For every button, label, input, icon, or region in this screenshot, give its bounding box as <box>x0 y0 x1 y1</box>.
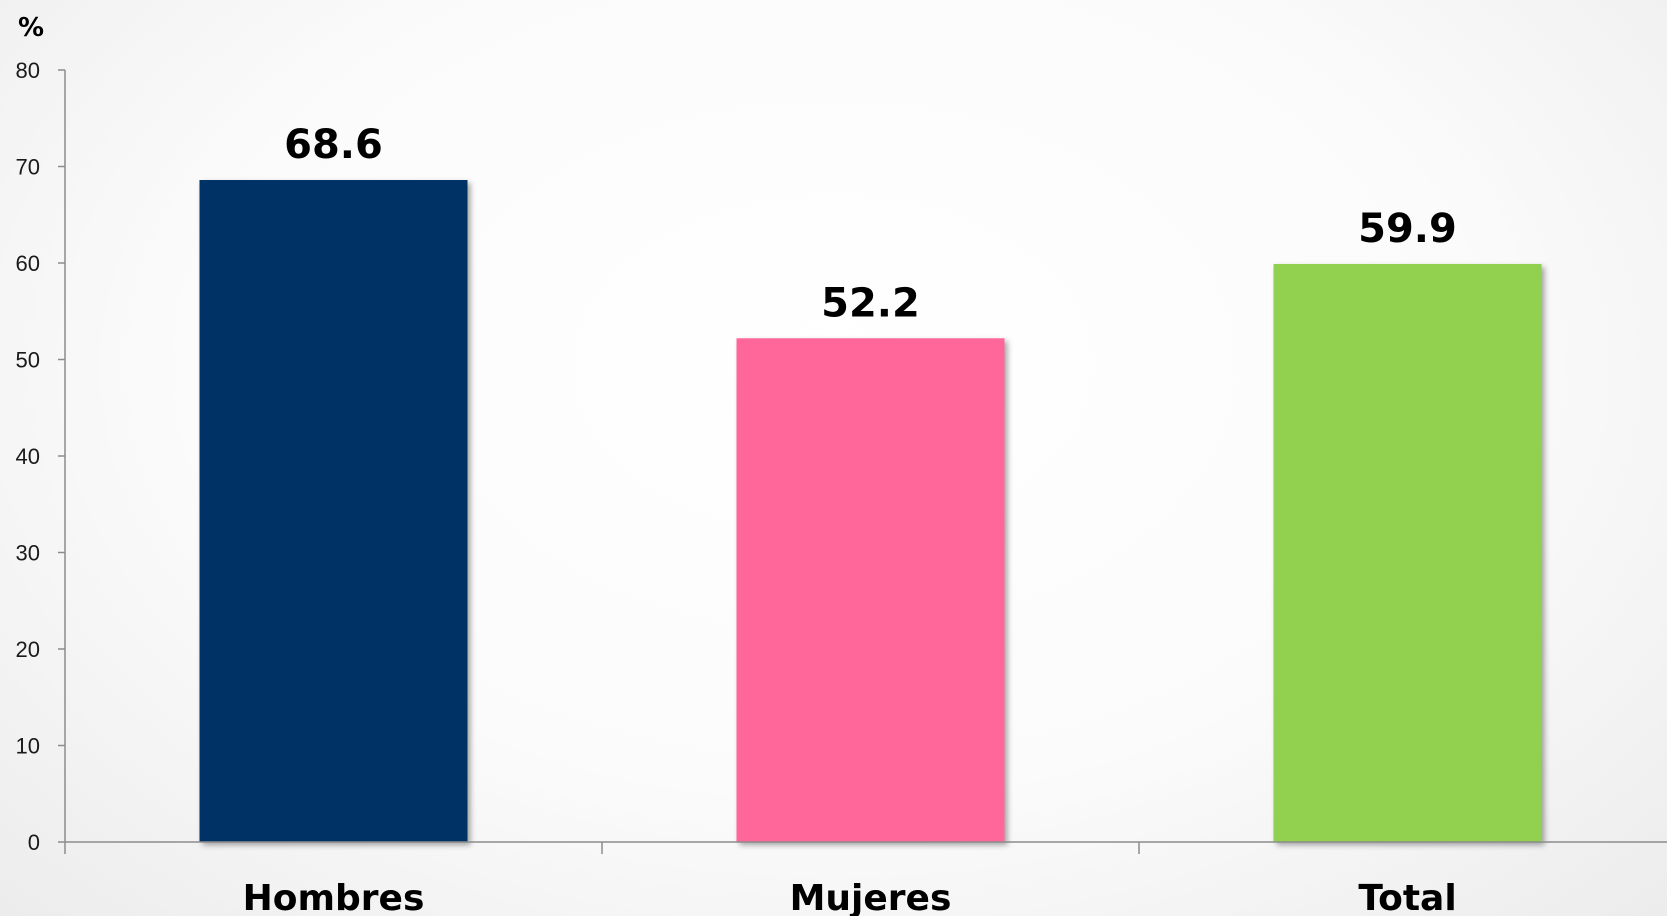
bar <box>736 338 1005 842</box>
y-tick-label: 80 <box>16 58 40 83</box>
y-tick-label: 70 <box>16 155 40 180</box>
x-tick-label: Total <box>1358 878 1456 916</box>
x-tick-label: Hombres <box>243 878 425 916</box>
x-tick-label: Mujeres <box>790 878 952 916</box>
y-tick-label: 50 <box>16 348 40 373</box>
bar <box>199 180 468 842</box>
y-tick-label: 60 <box>16 251 40 276</box>
y-tick-label: 10 <box>16 734 40 759</box>
y-axis: 0 10 20 30 40 50 60 70 80 <box>16 58 66 855</box>
data-label: 59.9 <box>1358 206 1457 252</box>
y-tick-label: 30 <box>16 541 40 566</box>
y-axis-unit-label: % <box>18 13 44 43</box>
bars: 68.6 52.2 59.9 <box>199 122 1542 843</box>
x-axis: Hombres Mujeres Total <box>64 841 1667 916</box>
bar <box>1273 263 1542 843</box>
y-tick-label: 20 <box>16 637 40 662</box>
y-tick-label: 0 <box>28 830 40 855</box>
data-label: 68.6 <box>284 122 383 168</box>
data-label: 52.2 <box>821 280 920 326</box>
y-tick-label: 40 <box>16 444 40 469</box>
